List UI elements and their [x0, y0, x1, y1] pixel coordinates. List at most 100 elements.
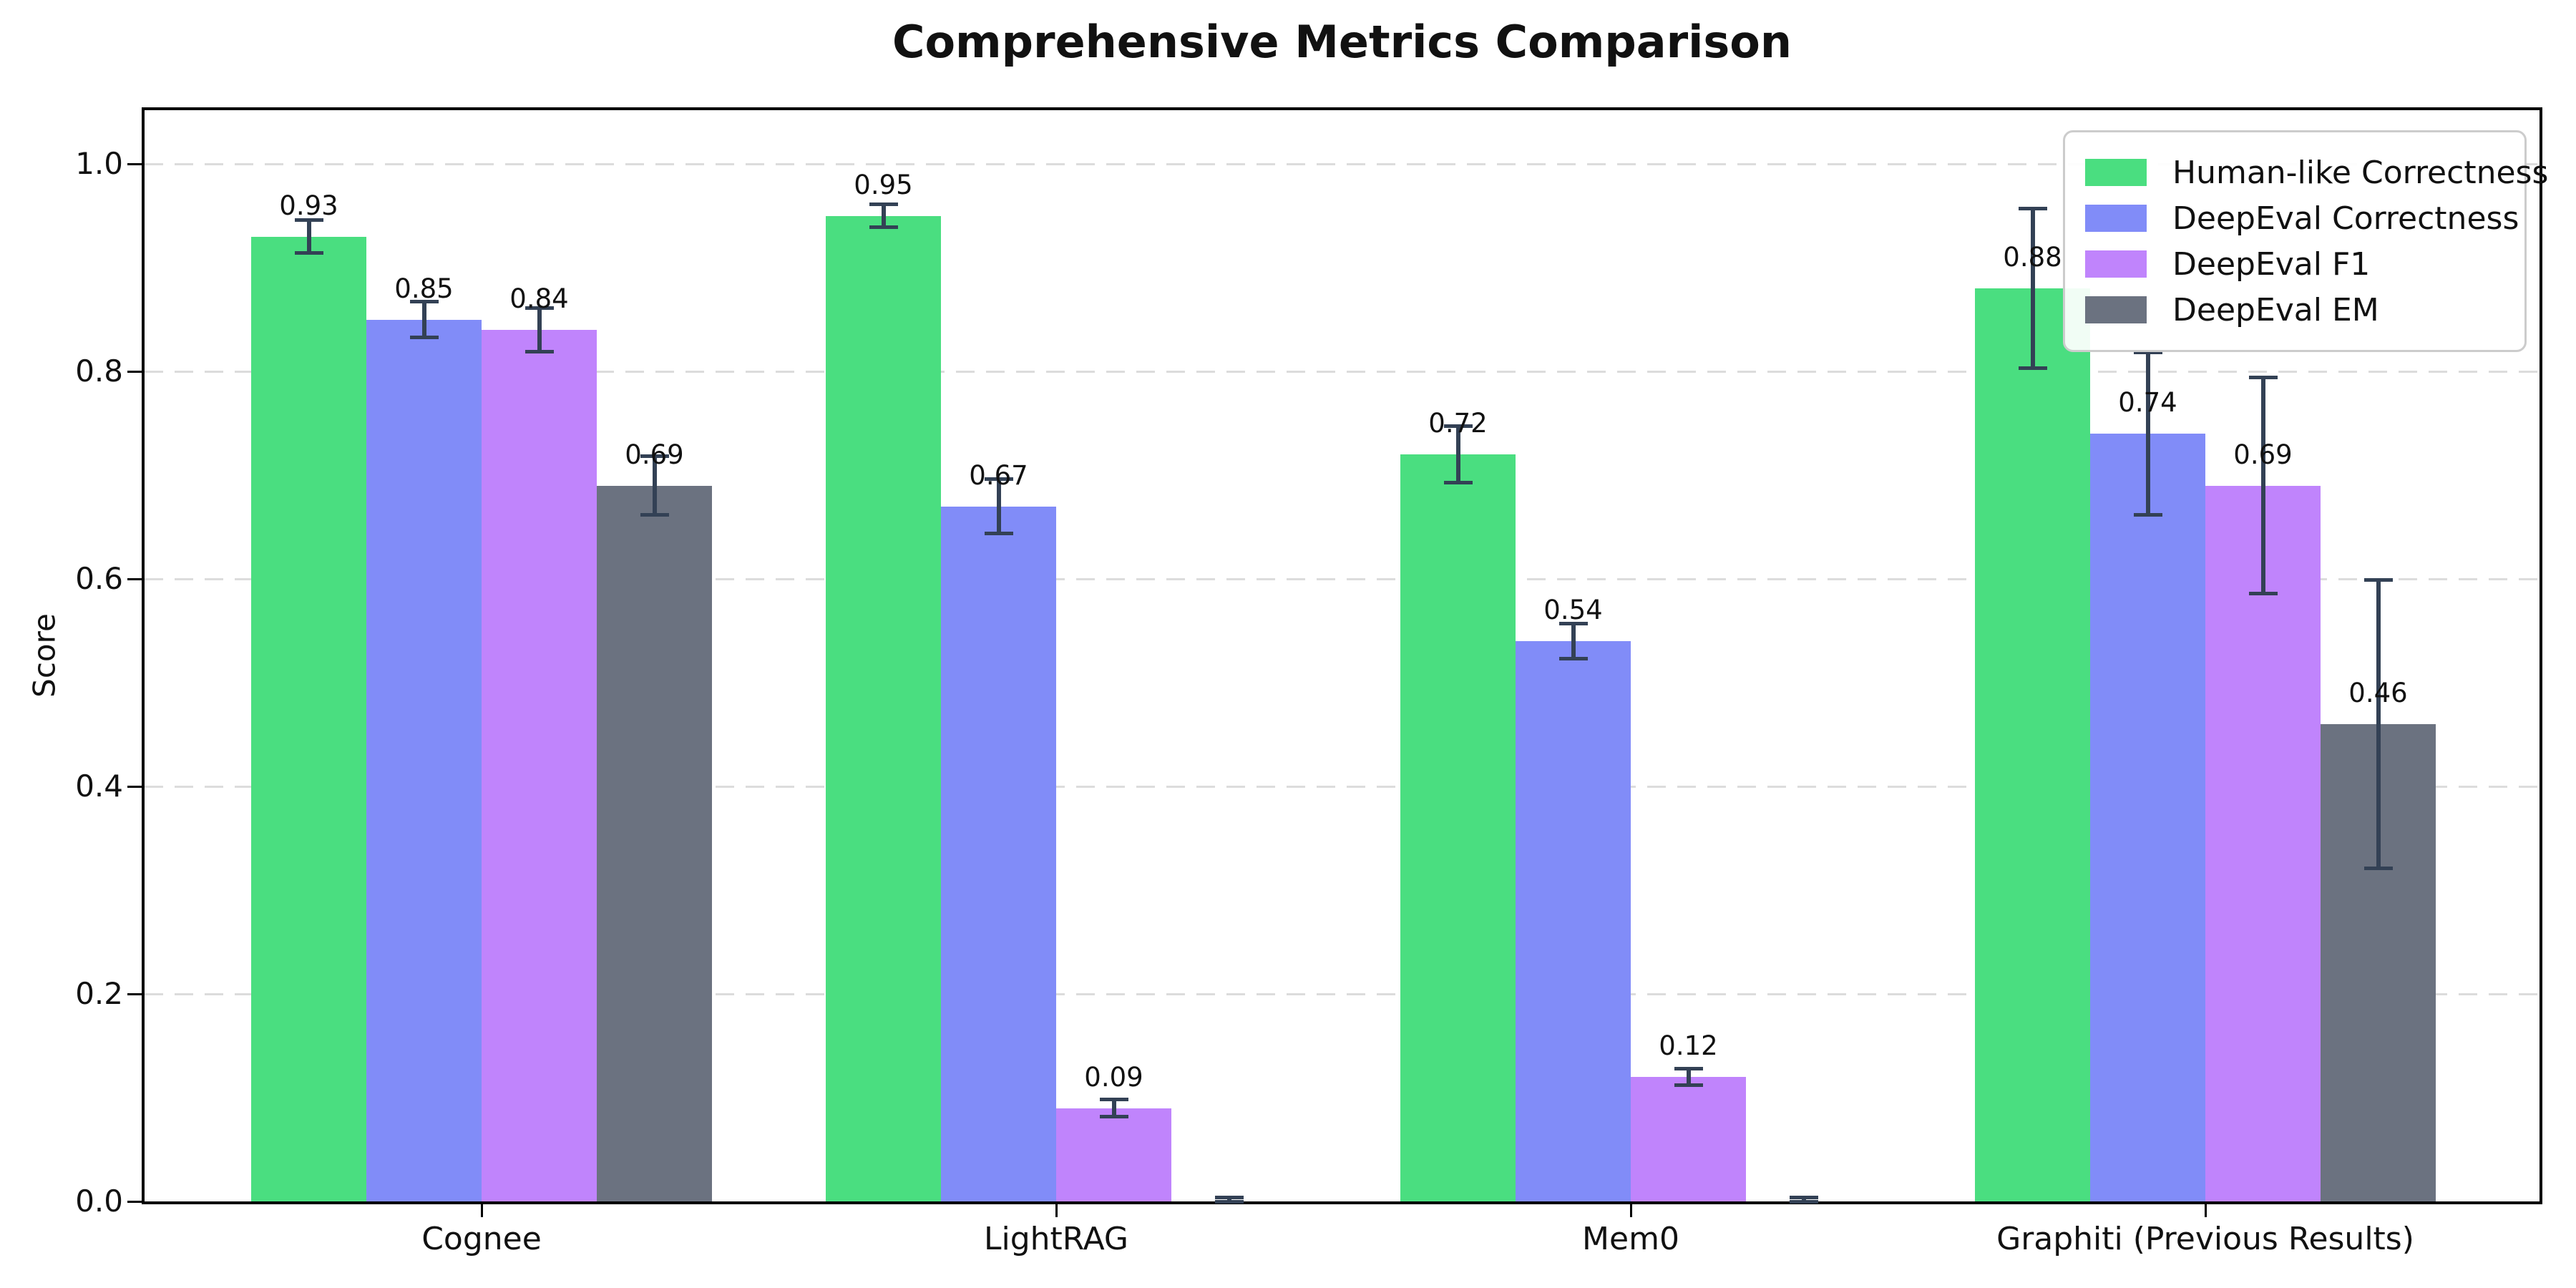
error-bar-cap-bottom — [984, 531, 1013, 535]
error-bar-line — [306, 220, 311, 253]
error-bar-cap-top — [2248, 376, 2278, 380]
legend-label: DeepEval F1 — [2172, 245, 2371, 283]
legend-swatch — [2085, 205, 2147, 232]
y-tick-label: 1.0 — [75, 146, 123, 181]
error-bar-cap-bottom — [2363, 867, 2393, 871]
error-bar-cap-top — [640, 454, 669, 459]
error-bar-cap-bottom — [1214, 1199, 1244, 1204]
legend-item: DeepEval F1 — [2085, 241, 2504, 287]
error-bar-line — [996, 479, 1001, 534]
y-tick-mark — [127, 1200, 142, 1203]
error-bar-cap-bottom — [409, 335, 439, 339]
error-bar-cap-bottom — [1558, 657, 1588, 661]
error-bar-line — [1571, 623, 1576, 659]
plot-area: Human-like Correctness DeepEval Correctne… — [142, 107, 2548, 1204]
error-bar-line — [421, 301, 426, 338]
error-bar-cap-top — [409, 300, 439, 304]
bar — [826, 215, 941, 1201]
x-tick-mark — [1055, 1204, 1058, 1217]
error-bar-cap-bottom — [869, 225, 898, 229]
y-tick-mark — [127, 577, 142, 580]
error-bar-cap-top — [1214, 1195, 1244, 1199]
error-bar-line — [1801, 1197, 1806, 1201]
x-tick-mark — [1629, 1204, 1632, 1217]
gridline — [145, 577, 2540, 580]
error-bar-cap-top — [2363, 577, 2393, 582]
gridline — [145, 785, 2540, 788]
y-tick-mark — [127, 992, 142, 995]
bar — [1516, 641, 1631, 1201]
value-label: 0.67 — [969, 459, 1028, 491]
bar — [366, 319, 482, 1201]
error-bar-line — [1455, 426, 1460, 483]
error-bar-cap-top — [294, 218, 323, 222]
y-tick-label: 0.4 — [75, 769, 123, 804]
error-bar-line — [1686, 1068, 1691, 1085]
y-tick-mark — [127, 162, 142, 165]
bar — [941, 506, 1056, 1201]
value-label: 0.12 — [1659, 1030, 1718, 1061]
legend-swatch — [2085, 296, 2147, 323]
value-label: 0.84 — [509, 283, 569, 314]
y-tick-label: 0.2 — [75, 976, 123, 1011]
error-bar-line — [2145, 352, 2150, 515]
error-bar-line — [537, 308, 542, 352]
y-tick-label: 0.8 — [75, 353, 123, 389]
value-label: 0.46 — [2348, 678, 2408, 708]
bar — [2090, 434, 2205, 1201]
error-bar-cap-bottom — [525, 349, 554, 353]
x-tick-label: Cognee — [421, 1221, 542, 1257]
y-tick-label: 0.6 — [75, 561, 123, 596]
error-bar-cap-top — [1099, 1098, 1128, 1102]
error-bar-cap-top — [1443, 424, 1473, 429]
value-label: 0.69 — [2233, 439, 2293, 470]
value-label: 0.74 — [2118, 387, 2177, 418]
gridline — [145, 162, 2540, 165]
gridline — [145, 370, 2540, 373]
legend-item: Human-like Correctness — [2085, 150, 2548, 195]
error-bar-cap-top — [525, 306, 554, 311]
chart-title: Comprehensive Metrics Comparison — [892, 16, 1792, 68]
value-label: 0.85 — [394, 273, 454, 304]
error-bar-cap-top — [869, 203, 898, 207]
error-bar-cap-bottom — [2133, 512, 2162, 517]
y-tick-label: 0.0 — [75, 1184, 123, 1219]
value-label: 0.54 — [1543, 595, 1603, 625]
y-tick-mark — [127, 785, 142, 788]
x-tick-label: Mem0 — [1582, 1221, 1679, 1257]
error-bar-cap-bottom — [1099, 1114, 1128, 1118]
bar — [1056, 1108, 1171, 1201]
error-bar-cap-bottom — [640, 512, 669, 517]
x-tick-label: LightRAG — [983, 1221, 1129, 1257]
plot-inner: Human-like Correctness DeepEval Correctne… — [145, 110, 2548, 1204]
error-bar-cap-bottom — [1674, 1083, 1703, 1088]
bar — [482, 330, 597, 1201]
error-bar-line — [881, 204, 886, 228]
error-bar-cap-top — [1674, 1066, 1703, 1070]
legend-label: Human-like Correctness — [2172, 154, 2549, 191]
error-bar-line — [1111, 1099, 1116, 1117]
error-bar-line — [2260, 377, 2265, 594]
error-bar-cap-bottom — [1789, 1199, 1818, 1204]
error-bar-cap-top — [2018, 206, 2047, 210]
gridline — [145, 992, 2540, 995]
value-label: 0.88 — [2003, 242, 2062, 273]
error-bar-cap-bottom — [2018, 366, 2047, 371]
x-tick-mark — [2204, 1204, 2207, 1217]
error-bar-cap-bottom — [294, 251, 323, 255]
y-axis-label: Score — [26, 613, 62, 698]
error-bar-cap-bottom — [1443, 480, 1473, 484]
error-bar-cap-top — [984, 477, 1013, 482]
x-tick-mark — [480, 1204, 483, 1217]
error-bar-line — [2030, 208, 2035, 369]
error-bar-line — [2376, 580, 2381, 869]
error-bar-cap-top — [1558, 621, 1588, 625]
value-label: 0.95 — [854, 169, 913, 200]
value-label: 0.69 — [625, 439, 684, 470]
bar — [1400, 454, 1516, 1201]
bar — [1975, 288, 2090, 1201]
bar — [251, 236, 366, 1201]
value-label: 0.72 — [1428, 408, 1488, 439]
error-bar-cap-top — [2133, 351, 2162, 355]
error-bar-cap-bottom — [2248, 591, 2278, 595]
